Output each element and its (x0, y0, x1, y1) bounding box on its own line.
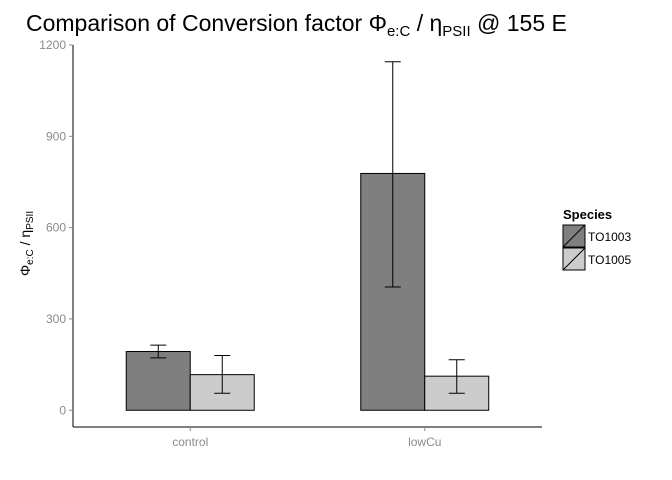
plot-area: 0 300 600 900 1200 control lowCu (39, 38, 542, 449)
bar-TO1003-control (125, 351, 191, 411)
title-phi: Φ (369, 10, 387, 36)
y-tick-label: 300 (46, 312, 66, 326)
x-tick-label: lowCu (408, 435, 441, 449)
title-phi-sub: e:C (387, 23, 411, 40)
y-tick-label: 600 (46, 221, 66, 235)
title-eta-sub: PSII (442, 23, 470, 40)
title-slash: / (410, 10, 429, 36)
title-eta: η (429, 10, 442, 36)
y-tick-label: 900 (46, 129, 66, 143)
ylabel-phi-sub: e:C (25, 249, 36, 265)
chart-title: Comparison of Conversion factor Φe:C / η… (26, 10, 567, 40)
y-tick-label: 1200 (39, 38, 66, 52)
ylabel-slash: / (17, 238, 33, 250)
legend-label-TO1005: TO1005 (588, 253, 631, 267)
legend-swatch-diagonal-TO1003 (562, 224, 586, 248)
legend-swatch-diagonal-TO1005 (562, 247, 586, 271)
legend-title: Species (563, 207, 612, 222)
ylabel-eta-sub: PSII (25, 211, 36, 230)
title-suffix: @ 155 E (471, 10, 567, 36)
legend: Species TO1003 TO1005 (562, 207, 631, 271)
y-axis-label: Φe:C / ηPSII (17, 211, 36, 276)
ylabel-eta: η (17, 230, 33, 238)
x-tick-label: control (172, 435, 208, 449)
ylabel-phi: Φ (17, 265, 33, 276)
y-tick-label: 0 (59, 403, 66, 417)
title-prefix: Comparison of Conversion factor (26, 10, 369, 36)
legend-label-TO1003: TO1003 (588, 230, 631, 244)
